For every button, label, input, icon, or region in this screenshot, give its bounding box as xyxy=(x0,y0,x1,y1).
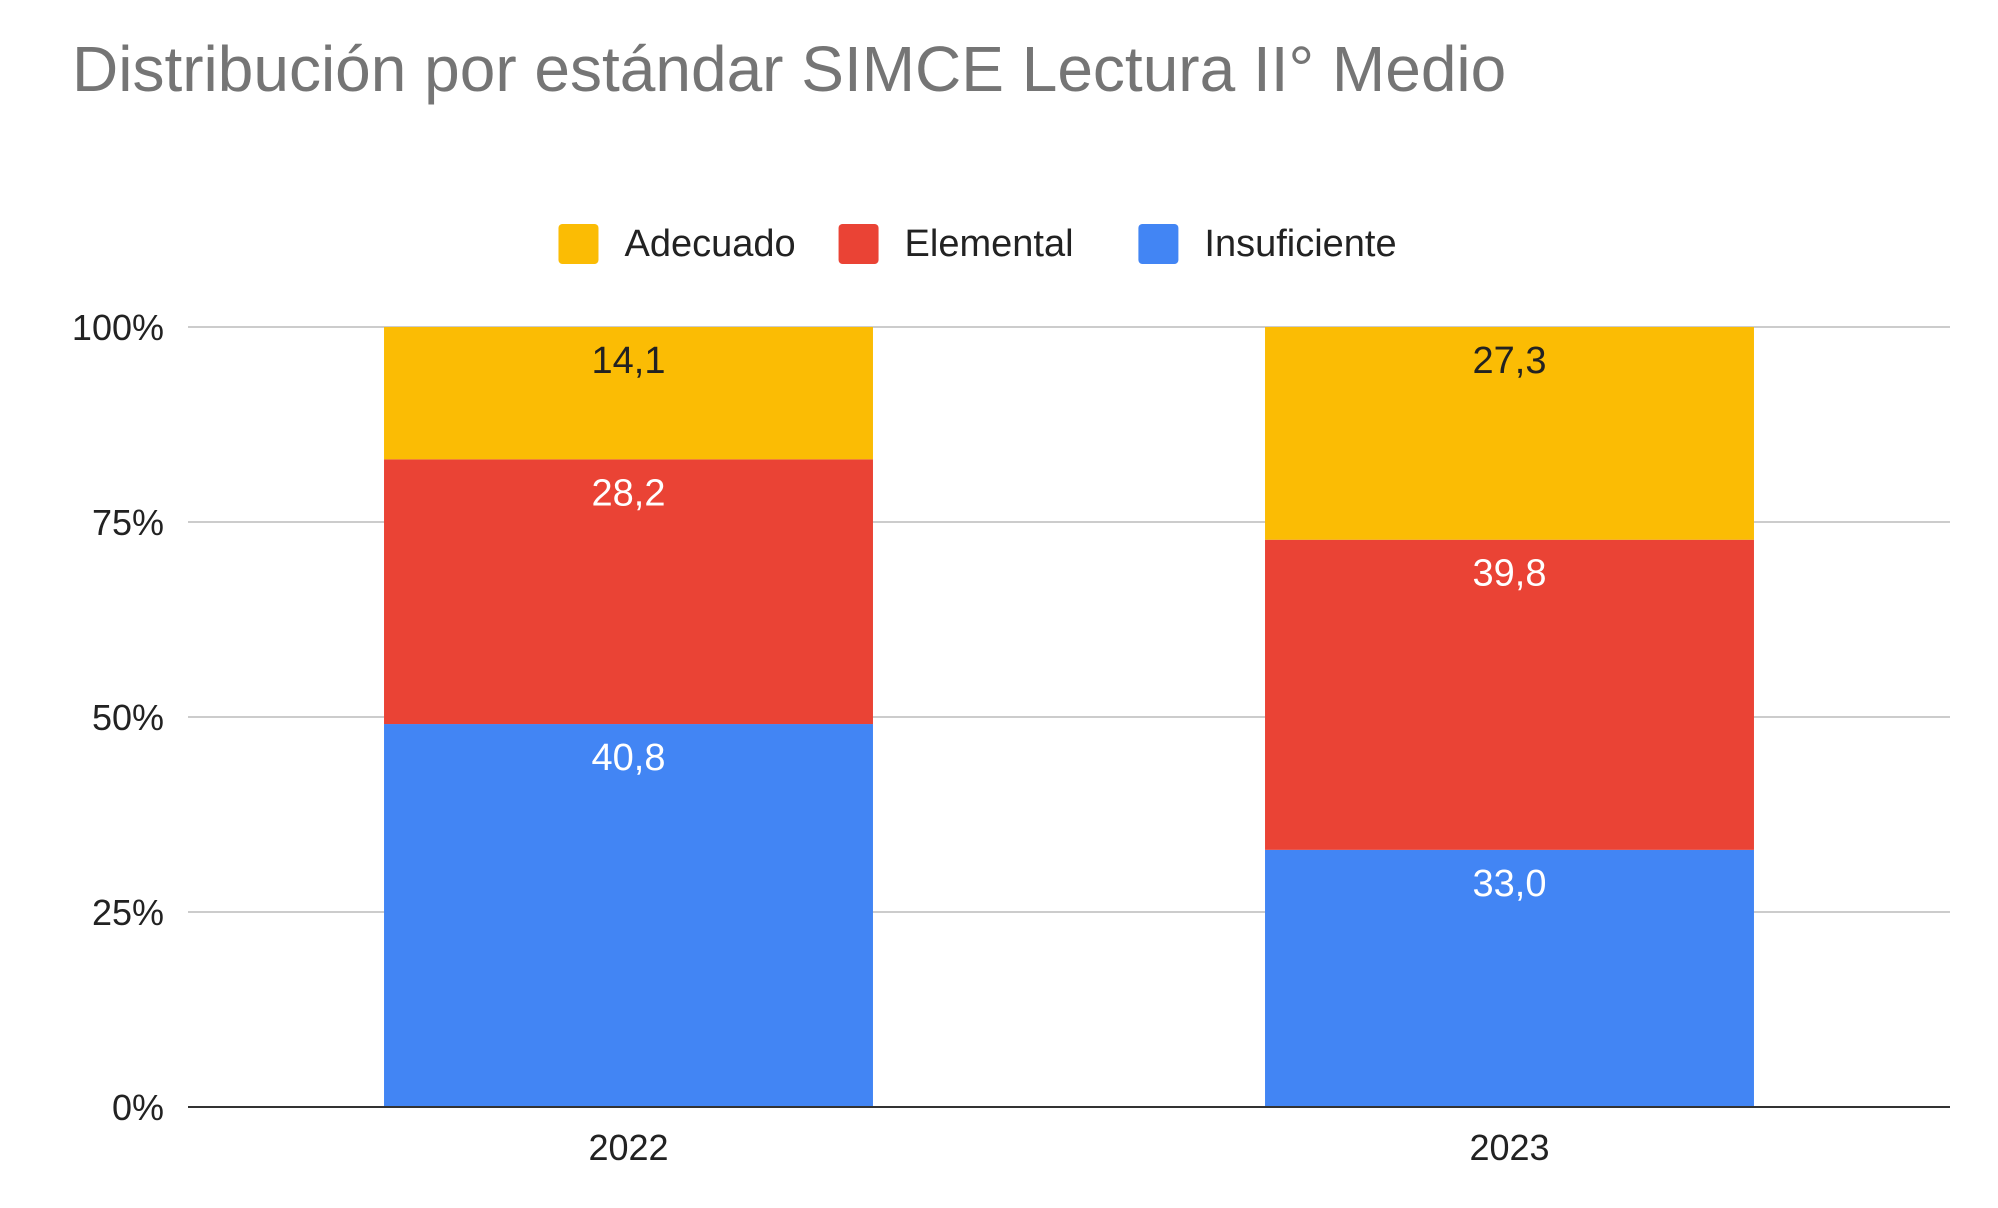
legend-label: Adecuado xyxy=(624,223,795,265)
y-tick-label: 25% xyxy=(92,892,164,933)
legend-swatch xyxy=(1138,224,1179,264)
bar-segment-elemental-2023 xyxy=(1265,539,1754,850)
bar-segment-elemental-2022 xyxy=(384,459,873,725)
bar-segment-adecuado-2022 xyxy=(384,327,873,460)
y-tick-label: 50% xyxy=(92,697,164,738)
data-label: 28,2 xyxy=(592,472,666,514)
legend-swatch xyxy=(838,224,879,264)
bar-segment-insuficiente-2023 xyxy=(1265,849,1754,1107)
legend-swatch xyxy=(558,224,599,264)
legend-item-insuficiente: Insuficiente xyxy=(1138,223,1397,265)
bar-segment-adecuado-2023 xyxy=(1265,327,1754,540)
data-label: 14,1 xyxy=(592,340,666,382)
legend-label: Insuficiente xyxy=(1204,223,1396,265)
legend-item-adecuado: Adecuado xyxy=(558,223,796,265)
y-tick-label: 0% xyxy=(112,1087,164,1128)
x-tick-label: 2022 xyxy=(588,1127,668,1168)
chart-title: Distribución por estándar SIMCE Lectura … xyxy=(72,33,1507,105)
data-label: 27,3 xyxy=(1473,340,1547,382)
y-tick-label: 100% xyxy=(72,307,164,348)
data-label: 40,8 xyxy=(592,737,666,779)
legend: Adecuado Elemental Insuficiente xyxy=(558,223,1397,265)
bars xyxy=(384,327,1754,1107)
axes: 0% 25% 50% 75% 100% 2022 2023 xyxy=(72,307,1950,1168)
data-label: 39,8 xyxy=(1473,553,1547,595)
bar-segment-insuficiente-2022 xyxy=(384,724,873,1107)
data-label: 33,0 xyxy=(1473,863,1547,905)
data-labels: 40,8 28,2 14,1 33,0 39,8 27,3 xyxy=(592,340,1547,905)
legend-label: Elemental xyxy=(905,223,1074,265)
y-tick-label: 75% xyxy=(92,502,164,543)
x-tick-label: 2023 xyxy=(1469,1127,1549,1168)
legend-item-elemental: Elemental xyxy=(838,223,1074,265)
